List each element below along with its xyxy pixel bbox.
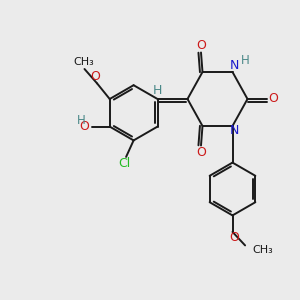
Text: O: O xyxy=(269,92,278,106)
Text: H: H xyxy=(153,83,162,97)
Text: H: H xyxy=(241,54,250,67)
Text: CH₃: CH₃ xyxy=(74,57,94,68)
Text: O: O xyxy=(196,39,206,52)
Text: CH₃: CH₃ xyxy=(253,245,273,255)
Text: O: O xyxy=(79,119,89,133)
Text: Cl: Cl xyxy=(118,157,131,170)
Text: O: O xyxy=(90,70,100,83)
Text: O: O xyxy=(196,146,206,159)
Text: O: O xyxy=(229,231,239,244)
Text: H: H xyxy=(77,114,86,127)
Text: N: N xyxy=(229,124,239,137)
Text: N: N xyxy=(229,59,239,72)
